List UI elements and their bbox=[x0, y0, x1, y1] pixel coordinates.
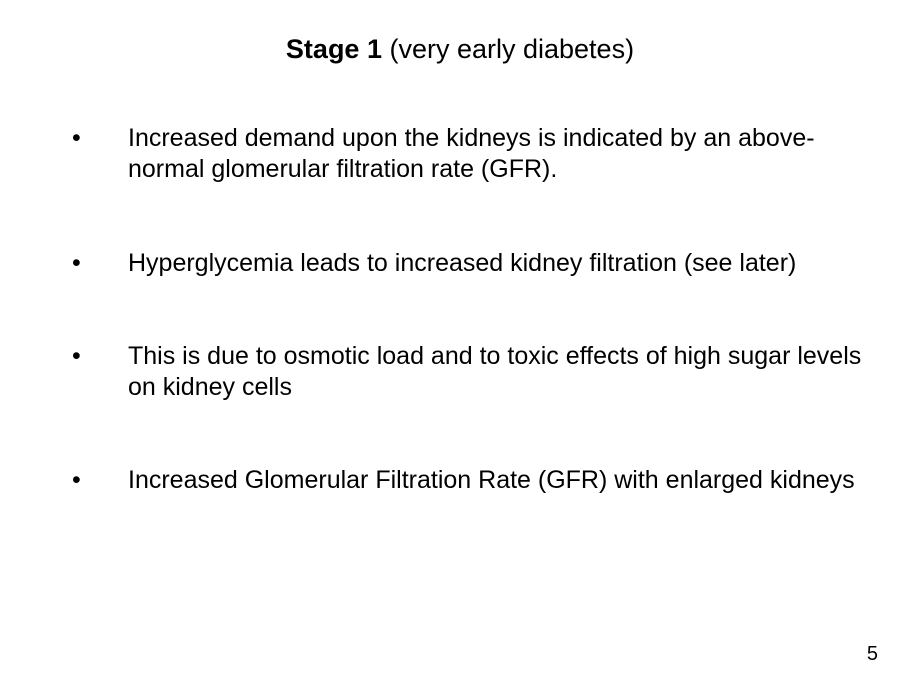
page-number: 5 bbox=[867, 643, 878, 666]
list-item: Increased demand upon the kidneys is ind… bbox=[72, 123, 870, 186]
slide-title: Stage 1 (very early diabetes) bbox=[50, 34, 870, 65]
title-bold: Stage 1 bbox=[286, 34, 382, 64]
title-rest: (very early diabetes) bbox=[382, 34, 634, 64]
list-item: Hyperglycemia leads to increased kidney … bbox=[72, 248, 870, 279]
list-item: This is due to osmotic load and to toxic… bbox=[72, 341, 870, 404]
slide: Stage 1 (very early diabetes) Increased … bbox=[0, 0, 920, 690]
bullet-list: Increased demand upon the kidneys is ind… bbox=[50, 123, 870, 497]
list-item: Increased Glomerular Filtration Rate (GF… bbox=[72, 465, 870, 496]
